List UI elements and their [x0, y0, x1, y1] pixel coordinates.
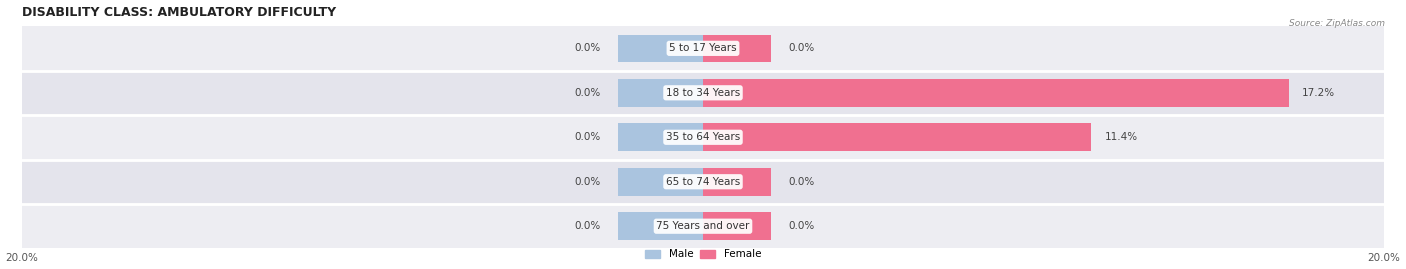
Bar — [703, 79, 1289, 107]
Text: Source: ZipAtlas.com: Source: ZipAtlas.com — [1289, 19, 1385, 28]
Bar — [703, 123, 1091, 151]
Bar — [703, 34, 770, 62]
Bar — [22, 26, 1384, 70]
Text: 0.0%: 0.0% — [789, 43, 814, 53]
Text: 0.0%: 0.0% — [575, 88, 600, 98]
Bar — [617, 123, 703, 151]
Bar — [617, 213, 703, 240]
Text: 0.0%: 0.0% — [575, 43, 600, 53]
Bar — [22, 115, 1384, 160]
Text: 0.0%: 0.0% — [575, 177, 600, 187]
Text: 0.0%: 0.0% — [575, 132, 600, 142]
Text: 18 to 34 Years: 18 to 34 Years — [666, 88, 740, 98]
Bar — [617, 34, 703, 62]
Bar — [22, 204, 1384, 249]
Bar — [22, 160, 1384, 204]
Legend: Male, Female: Male, Female — [641, 245, 765, 264]
Text: 5 to 17 Years: 5 to 17 Years — [669, 43, 737, 53]
Text: 35 to 64 Years: 35 to 64 Years — [666, 132, 740, 142]
Text: 0.0%: 0.0% — [789, 177, 814, 187]
Text: 11.4%: 11.4% — [1105, 132, 1137, 142]
Bar — [703, 213, 770, 240]
Text: 0.0%: 0.0% — [789, 221, 814, 231]
Bar — [22, 70, 1384, 115]
Bar — [617, 168, 703, 196]
Bar — [703, 168, 770, 196]
Bar — [617, 79, 703, 107]
Text: 75 Years and over: 75 Years and over — [657, 221, 749, 231]
Text: 0.0%: 0.0% — [575, 221, 600, 231]
Text: DISABILITY CLASS: AMBULATORY DIFFICULTY: DISABILITY CLASS: AMBULATORY DIFFICULTY — [22, 6, 336, 19]
Text: 65 to 74 Years: 65 to 74 Years — [666, 177, 740, 187]
Text: 17.2%: 17.2% — [1302, 88, 1336, 98]
